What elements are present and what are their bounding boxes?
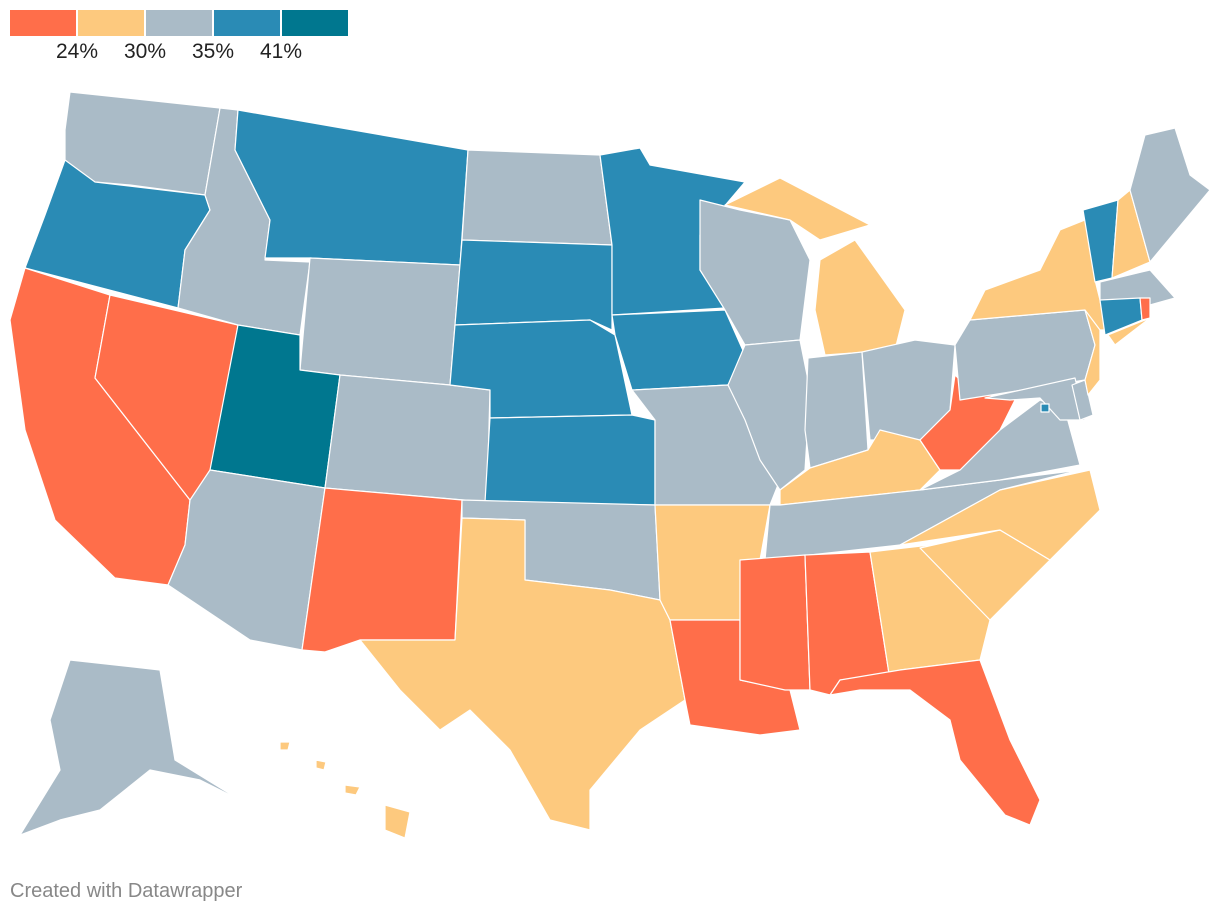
state-shape[interactable]	[315, 759, 327, 771]
state-mt[interactable]	[234, 109, 469, 266]
state-shape[interactable]	[814, 239, 906, 356]
state-shape[interactable]	[739, 554, 811, 691]
state-shape[interactable]	[359, 517, 686, 831]
state-md[interactable]	[984, 377, 1086, 421]
state-shape[interactable]	[384, 804, 411, 839]
state-shape[interactable]	[301, 487, 463, 653]
state-shape[interactable]	[461, 149, 613, 246]
state-ks[interactable]	[484, 414, 656, 506]
state-shape[interactable]	[984, 377, 1086, 421]
datawrapper-credit: Created with Datawrapper	[10, 880, 243, 902]
legend-swatch-3	[146, 10, 212, 36]
state-ak[interactable]	[19, 659, 241, 836]
state-ma[interactable]	[1099, 269, 1176, 306]
state-shape[interactable]	[299, 257, 461, 386]
state-shape[interactable]	[324, 374, 491, 503]
state-shape[interactable]	[899, 469, 1101, 561]
state-nd[interactable]	[461, 149, 613, 246]
state-fl[interactable]	[829, 659, 1041, 826]
state-nm[interactable]	[301, 487, 463, 653]
state-dc[interactable]	[1040, 403, 1050, 413]
state-shape[interactable]	[279, 741, 291, 751]
state-shape[interactable]	[829, 659, 1041, 826]
state-tx[interactable]	[359, 517, 686, 831]
legend-swatch-1	[10, 10, 76, 36]
legend-swatch-2	[78, 10, 144, 36]
state-nc[interactable]	[899, 469, 1101, 561]
color-legend: 24% 30% 35% 41%	[10, 10, 350, 70]
state-me[interactable]	[1129, 127, 1211, 263]
state-shape[interactable]	[611, 309, 746, 391]
state-ms[interactable]	[739, 554, 811, 691]
state-az[interactable]	[167, 469, 326, 651]
state-hi[interactable]	[279, 741, 411, 839]
legend-swatch-5	[282, 10, 348, 36]
state-wy[interactable]	[299, 257, 461, 386]
state-shape[interactable]	[344, 784, 361, 796]
state-in[interactable]	[804, 351, 869, 469]
state-ia[interactable]	[611, 309, 746, 391]
state-shape[interactable]	[1099, 269, 1176, 306]
state-ri[interactable]	[1139, 297, 1151, 321]
legend-label-41: 41%	[259, 40, 303, 63]
state-shape[interactable]	[724, 177, 871, 241]
state-shape[interactable]	[1071, 379, 1094, 421]
state-sd[interactable]	[454, 239, 613, 331]
state-shape[interactable]	[19, 659, 241, 836]
state-de[interactable]	[1071, 379, 1094, 421]
state-shape[interactable]	[167, 469, 326, 651]
state-shape[interactable]	[1040, 403, 1050, 413]
legend-label-35: 35%	[191, 40, 235, 63]
state-shape[interactable]	[234, 109, 469, 266]
legend-label-24: 24%	[55, 40, 99, 63]
legend-label-30: 30%	[123, 40, 167, 63]
state-shape[interactable]	[454, 239, 613, 331]
legend-swatch-4	[214, 10, 280, 36]
state-shape[interactable]	[1129, 127, 1211, 263]
state-ny[interactable]	[969, 219, 1151, 346]
state-shape[interactable]	[484, 414, 656, 506]
state-co[interactable]	[324, 374, 491, 503]
state-shape[interactable]	[1139, 297, 1151, 321]
state-shape[interactable]	[804, 351, 869, 469]
